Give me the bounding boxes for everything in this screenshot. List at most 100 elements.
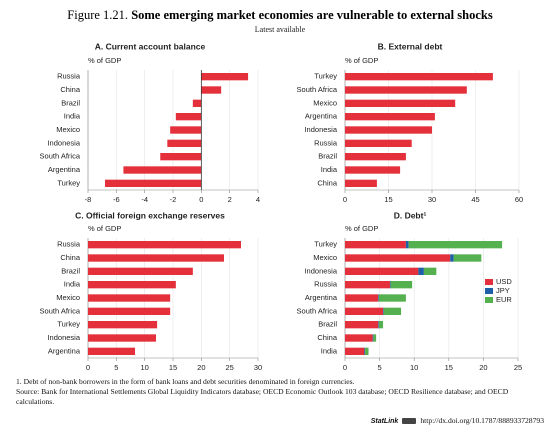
bar-segment [383, 307, 402, 315]
bar [175, 113, 202, 121]
bar-segment [378, 294, 406, 302]
bar-segment [378, 321, 384, 329]
x-tick-label: 5 [378, 363, 382, 372]
figure-heading: Some emerging market economies are vulne… [131, 8, 493, 22]
unit-label: % of GDP [345, 56, 378, 65]
x-tick-label: 15 [445, 363, 453, 372]
source: Source: Bank for International Settlemen… [16, 387, 509, 406]
x-tick-label: 25 [225, 363, 233, 372]
bar [88, 254, 224, 262]
y-tick-label: India [64, 280, 81, 289]
legend-label: JPY [496, 286, 510, 295]
bar-segment [405, 241, 409, 249]
x-tick-label: 0 [199, 195, 203, 204]
figure-title: Figure 1.21. Some emerging market econom… [67, 8, 493, 22]
bar-segment [345, 307, 384, 315]
legend-swatch [485, 297, 493, 303]
bar [192, 99, 202, 107]
bar-segment [423, 267, 437, 275]
bar [160, 153, 202, 161]
bar-segment [408, 241, 503, 249]
panel-title: B. External debt [378, 41, 443, 51]
statlink: StatLink http://dx.doi.org/10.1787/888933… [371, 416, 544, 425]
x-tick-label: 20 [479, 363, 487, 372]
statlink-url[interactable]: http://dx.doi.org/10.1787/888933728793 [420, 416, 544, 425]
x-tick-label: -4 [141, 195, 148, 204]
y-tick-label: Mexico [313, 98, 337, 107]
bar [345, 126, 432, 134]
x-tick-label: 15 [169, 363, 177, 372]
bar-segment [450, 254, 454, 262]
figure-label: Figure 1.21. [67, 8, 128, 22]
y-tick-label: Argentina [305, 112, 338, 121]
bar [88, 294, 171, 302]
x-tick-label: 0 [343, 363, 347, 372]
bar [345, 153, 406, 161]
footnote: 1. Debt of non-bank borrowers in the for… [16, 377, 355, 386]
bar-segment [378, 321, 379, 329]
x-tick-label: -8 [85, 195, 92, 204]
y-tick-label: Mexico [56, 293, 80, 302]
y-tick-label: South Africa [40, 306, 81, 315]
bar-segment [345, 347, 365, 355]
bar-segment [418, 267, 424, 275]
x-tick-label: 15 [384, 195, 392, 204]
y-tick-label: Argentina [305, 293, 338, 302]
legend-label: EUR [496, 295, 512, 304]
bar [123, 166, 202, 174]
y-tick-label: China [60, 253, 80, 262]
legend-label: USD [496, 277, 512, 286]
x-tick-label: -2 [170, 195, 177, 204]
panel-title: A. Current account balance [95, 41, 206, 51]
y-tick-label: Turkey [57, 178, 80, 187]
y-tick-label: Turkey [57, 320, 80, 329]
panel-title: C. Official foreign exchange reserves [75, 210, 225, 220]
y-tick-label: Indonesia [47, 333, 80, 342]
x-tick-label: 20 [197, 363, 205, 372]
bar-segment [345, 254, 451, 262]
figure-subtitle: Latest available [255, 25, 306, 34]
x-tick-label: 2 [228, 195, 232, 204]
y-tick-label: Mexico [56, 125, 80, 134]
y-tick-label: China [317, 178, 337, 187]
unit-label: % of GDP [88, 224, 121, 233]
bar [345, 166, 401, 174]
bar [170, 126, 202, 134]
y-tick-label: Indonesia [47, 138, 80, 147]
y-tick-label: Indonesia [304, 266, 337, 275]
x-tick-label: 10 [410, 363, 418, 372]
bar [345, 99, 456, 107]
y-tick-label: India [321, 346, 338, 355]
y-tick-label: Russia [314, 280, 338, 289]
bar [345, 139, 412, 147]
bar-segment [373, 334, 377, 342]
x-tick-label: 30 [254, 363, 262, 372]
y-tick-label: Russia [57, 72, 81, 81]
legend-swatch [485, 279, 493, 285]
y-tick-label: China [60, 85, 80, 94]
y-tick-label: China [317, 333, 337, 342]
bar [105, 179, 202, 187]
bar [201, 73, 249, 81]
y-tick-label: Brazil [318, 320, 337, 329]
statlink-icon [402, 418, 417, 425]
unit-label: % of GDP [88, 56, 121, 65]
bar-segment [345, 267, 419, 275]
bar-segment [372, 334, 374, 342]
y-tick-label: South Africa [297, 306, 338, 315]
x-tick-label: 4 [256, 195, 260, 204]
bar [88, 347, 136, 355]
y-tick-label: South Africa [297, 85, 338, 94]
panel-title: D. Debt¹ [394, 210, 427, 220]
notes: 1. Debt of non-bank borrowers in the for… [16, 377, 546, 407]
bar-segment [345, 281, 390, 289]
bar [88, 267, 193, 275]
x-tick-label: 25 [514, 363, 522, 372]
y-tick-label: Turkey [314, 72, 337, 81]
bar-segment [390, 281, 413, 289]
y-tick-label: Argentina [48, 346, 81, 355]
bar [88, 321, 158, 329]
bar [88, 281, 176, 289]
